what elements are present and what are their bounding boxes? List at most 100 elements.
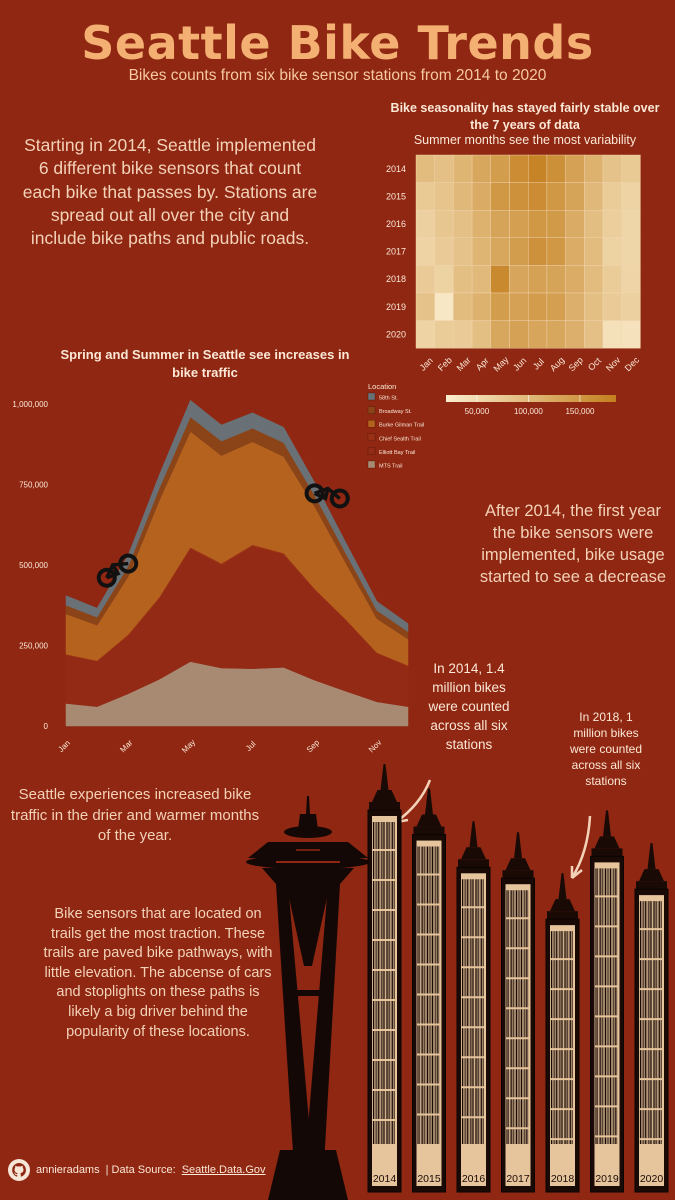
heatmap-cell [509, 237, 529, 266]
building-cap [547, 911, 578, 920]
heatmap-cell [415, 210, 435, 239]
heatmap-cell [471, 237, 491, 266]
legend-label: Chief Sealth Trail [379, 436, 421, 442]
heatmap-cell [546, 265, 566, 294]
heatmap-cell [602, 320, 622, 349]
heatmap-cell [621, 292, 641, 321]
heatmap-cell [584, 265, 604, 294]
heatmap-cell [565, 154, 585, 183]
heatmap-cell [471, 265, 491, 294]
heatmap-row-label: 2018 [386, 274, 406, 284]
data-source-link[interactable]: Seattle.Data.Gov [181, 1164, 266, 1176]
heatmap-chart: 2014 2015 2016 2017 2018 2019 2020 Jan Feb Mar Apr… [386, 154, 642, 416]
heatmap-cell [509, 210, 529, 239]
heatmap-col-label: Oct [586, 355, 603, 372]
heatmap-cell [527, 237, 548, 266]
building-crown [461, 847, 486, 860]
footer-user: annieradams [36, 1164, 100, 1176]
heatmap-cell [584, 292, 604, 321]
heatmap-cell [471, 292, 491, 321]
heatmap-cell [434, 320, 454, 349]
heatmap-cell [584, 154, 604, 183]
heatmap-cell [602, 210, 622, 239]
area-chart: 0 250,000 500,000 750,000 1,000,000 Jan Mar May… [12, 382, 424, 755]
heatmap-cell [415, 154, 435, 183]
heatmap-cell [565, 265, 585, 294]
heatmap-row-label: 2016 [386, 219, 406, 229]
heatmap-cell [509, 182, 529, 211]
heatmap-cell [602, 237, 622, 266]
legend-label: Broadway St. [379, 409, 412, 415]
heatmap-row-label: 2017 [386, 247, 406, 257]
heatmap-cell [584, 320, 604, 349]
heatmap-cell [453, 154, 473, 183]
heatmap-col-label: Nov [604, 355, 623, 374]
heatmap-row-label: 2020 [386, 329, 406, 339]
building-cap [502, 870, 534, 879]
github-icon [8, 1159, 30, 1181]
area-x-tick-label: Sep [305, 738, 322, 755]
building-year-label: 2016 [462, 1173, 486, 1185]
page-subtitle: Bikes counts from six bike sensor statio… [128, 67, 547, 84]
heatmap-col-label: Dec [623, 355, 642, 374]
building-bar: 2019 [590, 810, 624, 1193]
heatmap-cell [490, 265, 510, 294]
heatmap-cell [584, 182, 604, 211]
page-title: Seattle Bike Trends [81, 16, 594, 70]
heatmap-cell [546, 237, 566, 266]
building-crown [416, 814, 442, 827]
heatmap-cell [527, 292, 548, 321]
heatmap-legend-bar [446, 395, 616, 402]
heatmap-cell [565, 182, 585, 211]
heatmap-cell [434, 237, 454, 266]
heatmap-col-label: Sep [567, 355, 585, 373]
heatmap-cell [621, 210, 641, 239]
footer: annieradams | Data Source: Seattle.Data.… [8, 1158, 266, 1182]
heatmap-cell [602, 265, 622, 294]
building-year-label: 2014 [373, 1173, 397, 1185]
heatmap-cell [490, 182, 510, 211]
building-crown [505, 858, 531, 871]
heatmap-cell [565, 210, 585, 239]
heatmap-cell [509, 154, 529, 183]
legend-label: MTS Trail [379, 464, 403, 470]
heatmap-col-label: Jul [531, 356, 546, 371]
heatmap-legend-label: 50,000 [465, 407, 490, 416]
trails-note: Bike sensors that are located on trails … [43, 906, 273, 1040]
heatmap-cell [434, 154, 454, 183]
heatmap-cell [602, 154, 622, 183]
heatmap-cell [453, 292, 473, 321]
heatmap-cell [453, 320, 473, 349]
building-year-label: 2019 [595, 1173, 619, 1185]
building-bar: 2015 [412, 788, 446, 1193]
heatmap-cell [546, 210, 566, 239]
heatmap-cell [527, 154, 548, 183]
building-bar: 2017 [501, 832, 535, 1193]
area-x-tick-label: Jul [244, 739, 258, 753]
building-crown [372, 790, 397, 802]
building-crown [550, 899, 575, 912]
heatmap-cell [434, 210, 454, 239]
heatmap-cell [509, 265, 529, 294]
space-needle-icon [246, 796, 370, 1200]
heatmap-cell [621, 320, 641, 349]
heatmap-cell [453, 265, 473, 294]
heatmap-cell [434, 292, 454, 321]
heatmap-cell [490, 210, 510, 239]
heatmap-cell [490, 154, 510, 183]
summer-note: Seattle experiences increased bike traff… [10, 786, 260, 844]
heatmap-cell [490, 292, 510, 321]
legend-swatch [367, 392, 376, 401]
area-y-tick-label: 500,000 [19, 561, 48, 570]
building-bar: 2020 [634, 843, 669, 1193]
legend-swatch [367, 433, 376, 441]
building-cap [413, 826, 445, 835]
heatmap-cell [584, 237, 604, 266]
heatmap-cell [546, 182, 566, 211]
heatmap-cell [602, 182, 622, 211]
area-x-tick-label: Jan [56, 738, 71, 753]
building-year-label: 2020 [640, 1173, 664, 1185]
heatmap-cell [471, 154, 491, 183]
legend-title: Location [368, 382, 396, 391]
heatmap-cell [621, 154, 641, 183]
